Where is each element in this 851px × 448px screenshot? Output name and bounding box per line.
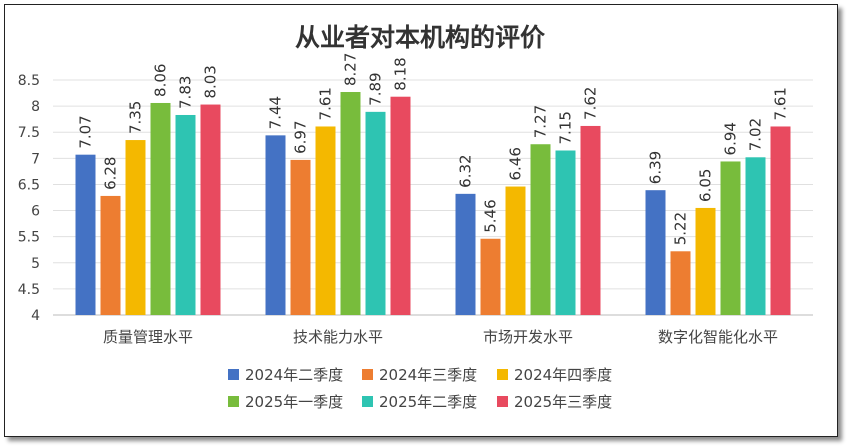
bar <box>175 114 196 315</box>
bar <box>100 195 121 315</box>
bar <box>265 135 286 315</box>
bar <box>315 126 336 315</box>
legend-item: 2025年一季度 <box>228 393 343 411</box>
y-tick-label: 4.5 <box>18 282 40 298</box>
data-label: 8.18 <box>392 57 410 90</box>
legend-item: 2025年三季度 <box>497 393 612 411</box>
y-tick-label: 6.5 <box>18 177 40 193</box>
y-tick-label: 7 <box>31 151 40 167</box>
data-label: 8.06 <box>152 64 170 97</box>
legend-swatch <box>497 396 508 407</box>
data-label: 7.35 <box>127 101 145 134</box>
x-tick-label: 市场开发水平 <box>483 328 573 346</box>
bar <box>390 96 411 315</box>
legend-item: 2025年二季度 <box>362 393 477 411</box>
data-label: 7.61 <box>772 87 790 120</box>
data-label: 7.44 <box>267 96 285 129</box>
data-label: 6.97 <box>292 120 310 153</box>
y-tick-label: 5 <box>31 256 40 272</box>
legend-swatch <box>228 396 239 407</box>
bar <box>555 150 576 315</box>
bar <box>365 111 386 315</box>
bar <box>580 125 601 315</box>
x-tick-label: 数字化智能化水平 <box>658 328 778 346</box>
data-label: 8.03 <box>202 65 220 98</box>
data-label: 7.62 <box>582 87 600 120</box>
bar <box>695 207 716 315</box>
bar <box>745 157 766 315</box>
data-label: 7.02 <box>747 118 765 151</box>
data-label: 7.07 <box>77 115 95 148</box>
data-label: 6.05 <box>697 169 715 202</box>
y-tick-label: 4 <box>31 308 40 324</box>
legend-label: 2025年三季度 <box>514 393 612 411</box>
legend-swatch <box>362 369 373 380</box>
data-label: 6.32 <box>457 154 475 187</box>
y-tick-label: 8.5 <box>18 73 40 89</box>
data-label: 5.22 <box>672 212 690 245</box>
data-label: 6.39 <box>647 151 665 184</box>
legend-item: 2024年三季度 <box>362 366 477 384</box>
chart-title: 从业者对本机构的评价 <box>295 23 546 52</box>
legend-label: 2024年二季度 <box>245 366 343 384</box>
bar <box>455 193 476 315</box>
legend-swatch <box>228 369 239 380</box>
x-tick-label: 质量管理水平 <box>103 328 193 346</box>
data-label: 6.46 <box>507 147 525 180</box>
legend-label: 2025年一季度 <box>245 393 343 411</box>
data-label: 6.94 <box>722 122 740 155</box>
bar <box>645 190 666 315</box>
y-tick-label: 6 <box>31 204 40 220</box>
bar <box>770 126 791 315</box>
y-tick-label: 8 <box>31 99 40 115</box>
data-label: 7.15 <box>557 111 575 144</box>
bar <box>670 251 691 315</box>
bar <box>125 140 146 315</box>
data-label: 8.27 <box>342 53 360 86</box>
legend-item: 2024年二季度 <box>228 366 343 384</box>
y-tick-label: 7.5 <box>18 125 40 141</box>
legend-label: 2025年二季度 <box>379 393 477 411</box>
data-label: 7.27 <box>532 105 550 138</box>
legend-swatch <box>362 396 373 407</box>
legend-swatch <box>497 369 508 380</box>
data-label: 7.89 <box>367 72 385 105</box>
bar <box>505 186 526 315</box>
data-label: 7.61 <box>317 87 335 120</box>
y-tick-label: 5.5 <box>18 230 40 246</box>
legend-item: 2024年四季度 <box>497 366 612 384</box>
bar <box>480 238 501 315</box>
legend-label: 2024年三季度 <box>379 366 477 384</box>
bar <box>150 102 171 315</box>
x-tick-label: 技术能力水平 <box>293 328 383 346</box>
data-label: 5.46 <box>482 199 500 232</box>
bar <box>530 144 551 315</box>
bar <box>720 161 741 315</box>
bar <box>290 159 311 315</box>
legend-label: 2024年四季度 <box>514 366 612 384</box>
data-label: 6.28 <box>102 157 120 190</box>
bar <box>200 104 221 316</box>
bar <box>75 154 96 315</box>
data-label: 7.83 <box>177 76 195 109</box>
bar <box>340 92 361 315</box>
